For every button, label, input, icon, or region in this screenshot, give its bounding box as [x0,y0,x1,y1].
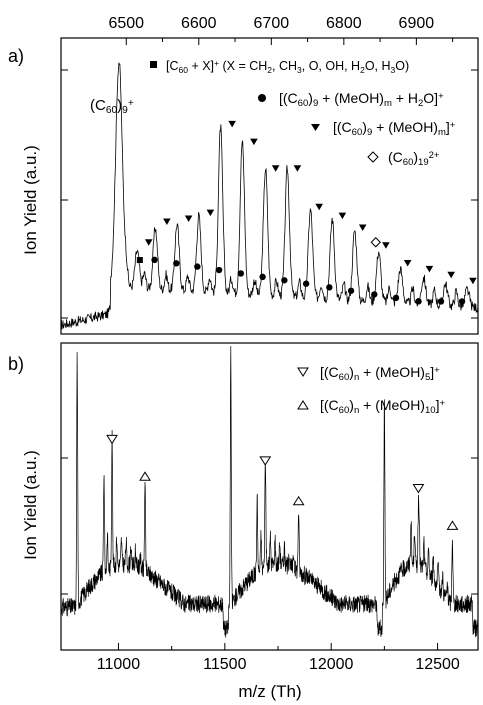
x-tick-label-6600: 6600 [181,15,217,32]
marker-open-up-triangle [446,520,459,530]
x-tick-label-11000: 11000 [97,656,140,673]
legend-text-down-triangle: [(C60)9 + (MeOH)m]+ [333,119,456,138]
panel-a-ylabel: Ion Yield (a.u.) [21,145,40,255]
marker-dot [237,270,245,277]
panel-a-frame [60,37,479,335]
spectrum-trace-a [60,62,479,330]
marker-down-triangle [206,209,215,217]
marker-open-down-triangle [259,456,272,466]
marker-dot [215,266,223,274]
legend-diamond-symbol [367,151,379,163]
legend-text-square: [C60 + X]+ (X = CH2, CH3, O, OH, H2O, H3… [166,58,409,75]
legend-square-symbol [150,61,157,68]
marker-square [136,257,143,263]
marker-dot [347,287,355,294]
x-tick-label-6800: 6800 [326,15,362,32]
marker-dot [326,284,333,291]
legend-open-up-triangle-symbol [297,400,309,410]
marker-down-triangle [315,203,323,211]
marker-down-triangle [184,215,193,223]
marker-down-triangle [271,165,280,172]
x-tick-label-6700: 6700 [254,15,290,32]
panel-b: 11000 11500 12000 12500[(C60)n + (MeOH)5]+[… [8,342,479,701]
marker-open-down-triangle [412,484,425,494]
marker-down-triangle [403,259,412,267]
marker-dot [173,260,180,267]
marker-dot [415,298,422,305]
x-tick-label-12000: 12000 [309,656,354,673]
marker-down-triangle [228,120,236,128]
panel-b-legend: [(C60)n + (MeOH)5]+ [(C60)n + (MeOH)10]+ [297,364,445,416]
x-tick-label-6900: 6900 [399,15,435,32]
marker-down-triangle [425,265,434,273]
marker-down-triangle [163,218,171,226]
marker-open-up-triangle [139,471,151,481]
marker-down-triangle [469,277,477,285]
marker-down-triangle [338,212,347,220]
marker-dot [194,263,201,270]
legend-text-open-down-triangle: [(C60)n + (MeOH)5]+ [320,364,440,383]
legend-text-dot: [(C60)9 + (MeOH)m + H2O]+ [279,90,444,109]
x-tick-label-6500: 6500 [108,15,144,32]
panel-b-xlabel: m/z (Th) [238,682,301,701]
panel-b-frame [60,342,479,651]
marker-dot [437,298,445,305]
marker-dot [259,273,266,281]
panel-b-ylabel: Ion Yield (a.u.) [21,450,40,560]
marker-dot [151,256,158,264]
marker-dot [458,298,466,305]
marker-down-triangle [382,242,390,249]
marker-dot [371,291,378,298]
legend-open-down-triangle-symbol [297,367,309,377]
marker-dot [392,294,400,302]
peak-label-c60-9: (C60)9+ [90,97,134,116]
marker-down-triangle [358,224,367,231]
marker-dot [281,277,288,284]
legend-text-diamond: (C60)192+ [388,149,440,168]
marker-open-up-triangle [292,495,305,506]
marker-down-triangle [144,239,153,246]
marker-dot [302,280,310,287]
marker-down-triangle [447,271,455,279]
legend-dot-symbol [258,94,266,102]
x-tick-label-12500: 12500 [415,656,460,673]
x-tick-label-11500: 11500 [203,656,246,673]
panel-a: 6500 6600 6700 6800 6900 (C60)9+ [C60 + X]+ (X… [8,15,479,335]
marker-down-triangle [250,138,258,146]
panel-a-label: a) [8,46,24,66]
legend-down-triangle-symbol [311,124,320,131]
panel-a-legend: [C60 + X]+ (X = CH2, CH3, O, OH, H2O, H3… [150,58,456,168]
panel-b-label: b) [8,354,24,374]
marker-open-down-triangle [106,434,118,445]
marker-diamond [370,237,381,248]
marker-down-triangle [293,165,302,172]
spectrum-trace-b [60,346,479,638]
legend-text-open-up-triangle: [(C60)n + (MeOH)10]+ [320,397,445,416]
